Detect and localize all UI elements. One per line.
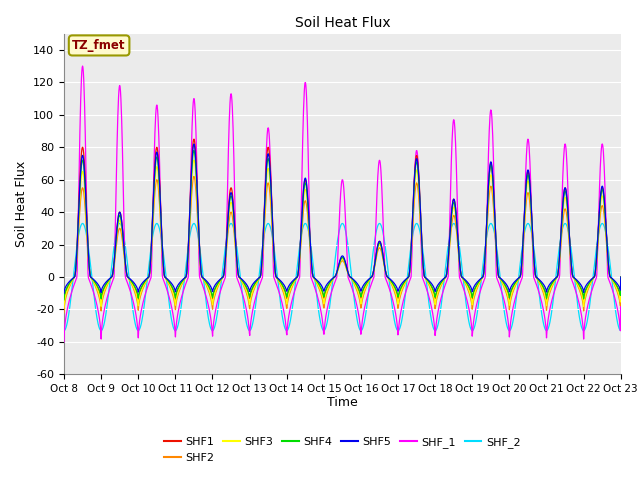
Text: TZ_fmet: TZ_fmet [72,39,126,52]
X-axis label: Time: Time [327,396,358,408]
Legend: SHF1, SHF2, SHF3, SHF4, SHF5, SHF_1, SHF_2: SHF1, SHF2, SHF3, SHF4, SHF5, SHF_1, SHF… [160,433,525,467]
Title: Soil Heat Flux: Soil Heat Flux [294,16,390,30]
Y-axis label: Soil Heat Flux: Soil Heat Flux [15,161,28,247]
